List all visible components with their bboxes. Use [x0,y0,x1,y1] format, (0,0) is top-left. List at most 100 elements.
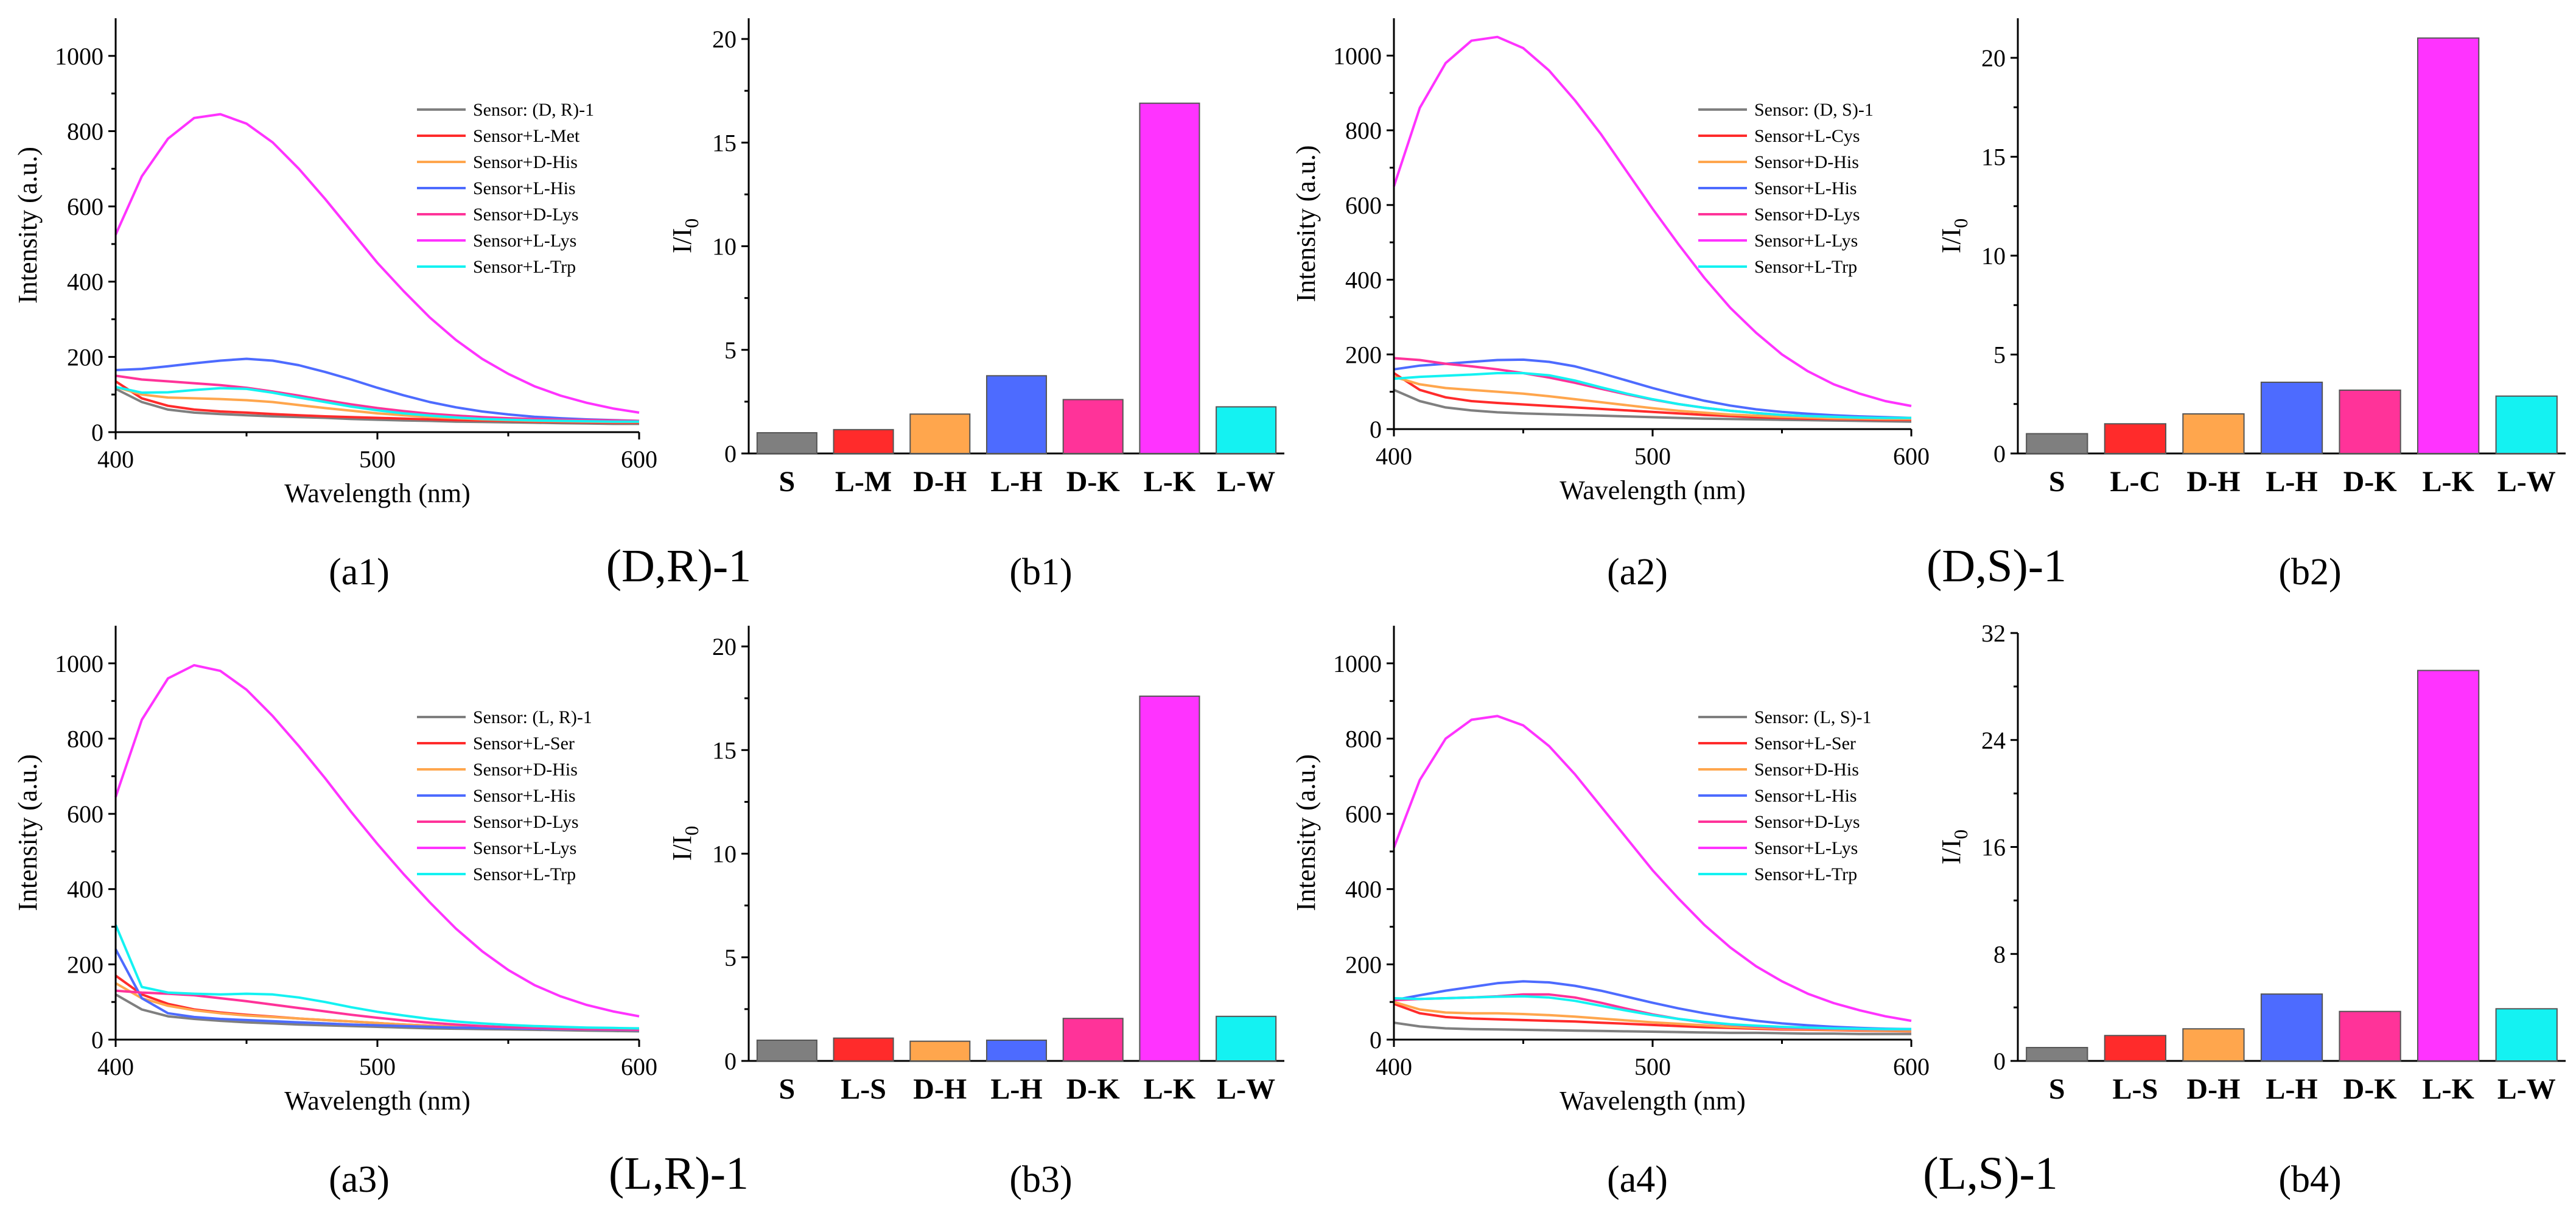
series-line-l-trp [1393,372,1911,419]
legend-label: Sensor+L-His [1754,178,1857,198]
y-axis-label-main: I/I [667,228,697,254]
y-tick-label: 400 [67,876,103,903]
panel-label: (a1) [329,551,390,593]
x-category-label: L-S [2113,1073,2158,1105]
legend-label: Sensor: (L, S)-1 [1754,707,1871,727]
x-category-label: L-K [2422,1073,2474,1105]
x-tick-label: 500 [1634,443,1671,470]
legend-label: Sensor: (D, S)-1 [1754,100,1874,120]
y-tick-label: 0 [724,440,737,467]
y-axis-label-main: I/I [1936,228,1966,254]
legend-label: Sensor+L-His [473,178,576,198]
sample-group-label: (D,S)-1 [1927,541,2067,592]
series-line-l-lys [114,113,640,414]
legend-label: Sensor+L-His [1754,786,1857,806]
panel-label: (b1) [1009,551,1072,593]
y-tick-label: 400 [67,268,103,296]
y-tick-label: 200 [67,951,103,978]
series-line-d-his [115,982,640,1032]
x-category-label: D-K [2343,1073,2397,1105]
legend-label: Sensor+D-His [473,152,578,172]
x-tick-label: 400 [1376,1053,1412,1080]
bar-l-h [2260,382,2323,454]
x-category-label: D-K [2343,466,2397,498]
x-tick-label: 500 [359,1053,396,1080]
y-tick-label: 1000 [1333,42,1382,69]
series-line-sensor [1393,388,1912,423]
series-line-l-trp [114,924,640,1030]
series-line-l-trp [115,385,639,423]
y-tick-label: 15 [712,129,737,156]
series-line-l-trp [1393,995,1911,1030]
series-line-l-his [1393,358,1912,419]
panel-label: (a4) [1607,1159,1668,1200]
y-tick-label: 10 [1981,242,2006,270]
y-tick-label: 0 [1993,440,2006,467]
x-category-label: L-W [1217,466,1275,498]
bar-s [2026,433,2088,454]
bar-l-w [1216,406,1277,455]
x-tick-label: 600 [1893,1053,1930,1080]
x-category-label: L-H [2266,466,2317,498]
bar-l-s [833,1037,894,1062]
bar-l-s [2104,1035,2167,1062]
y-axis-label-main: I/I [667,836,697,861]
x-category-label: D-K [1066,1073,1120,1105]
y-tick-label: 10 [712,841,737,868]
panel-label: (b3) [1009,1159,1072,1200]
x-category-label: D-H [2186,1073,2240,1105]
bar-l-m [833,429,894,454]
series-line-d-lys [115,374,640,422]
x-category-label: D-K [1066,466,1120,498]
y-tick-label: 0 [724,1048,737,1075]
y-tick-label: 600 [67,800,103,828]
legend-label: Sensor+L-Lys [473,231,576,251]
y-tick-label: 24 [1981,727,2006,754]
panel-label: (a2) [1607,551,1668,593]
x-tick-label: 500 [1634,1053,1671,1080]
y-tick-label: 15 [1981,144,2006,171]
sample-group-label: (D,R)-1 [606,541,752,592]
x-category-label: S [779,466,796,498]
x-tick-label: 600 [1893,443,1930,470]
legend-label: Sensor+L-Lys [1754,838,1858,858]
y-axis-label-subscript: 0 [681,826,702,836]
y-tick-label: 600 [1345,192,1382,219]
y-tick-label: 0 [1993,1048,2006,1075]
bar-d-k [2339,1010,2401,1062]
series-line-d-lys [115,989,640,1031]
legend-label: Sensor+L-His [473,786,576,806]
series-line-l-his [115,357,640,422]
legend-label: Sensor: (D, R)-1 [473,100,594,120]
legend-label: Sensor+D-Lys [1754,205,1860,225]
bar-l-w [2495,1008,2558,1062]
x-category-label: L-W [1217,1073,1275,1105]
y-axis-label: I/I0 [667,826,702,861]
x-category-label: S [2049,466,2065,498]
y-tick-label: 200 [1345,341,1382,368]
y-tick-label: 600 [67,193,103,220]
y-tick-label: 200 [67,343,103,371]
series-line-l-lys [1393,715,1912,1023]
legend-label: Sensor+D-Lys [1754,812,1860,832]
y-tick-label: 0 [91,419,103,446]
bar-d-h [909,413,971,454]
y-tick-label: 0 [1370,1026,1382,1054]
y-tick-label: 1000 [55,43,103,70]
y-axis-label-main: I/I [1936,839,1966,865]
y-tick-label: 800 [1345,117,1382,144]
panel-label: (b2) [2278,551,2341,593]
x-tick-label: 400 [1376,443,1412,470]
y-tick-label: 600 [1345,800,1382,828]
legend-label: Sensor+L-Met [473,126,580,146]
y-tick-label: 5 [724,944,737,971]
y-tick-label: 20 [712,26,737,53]
x-tick-label: 600 [621,446,657,473]
x-tick-label: 500 [359,446,396,473]
